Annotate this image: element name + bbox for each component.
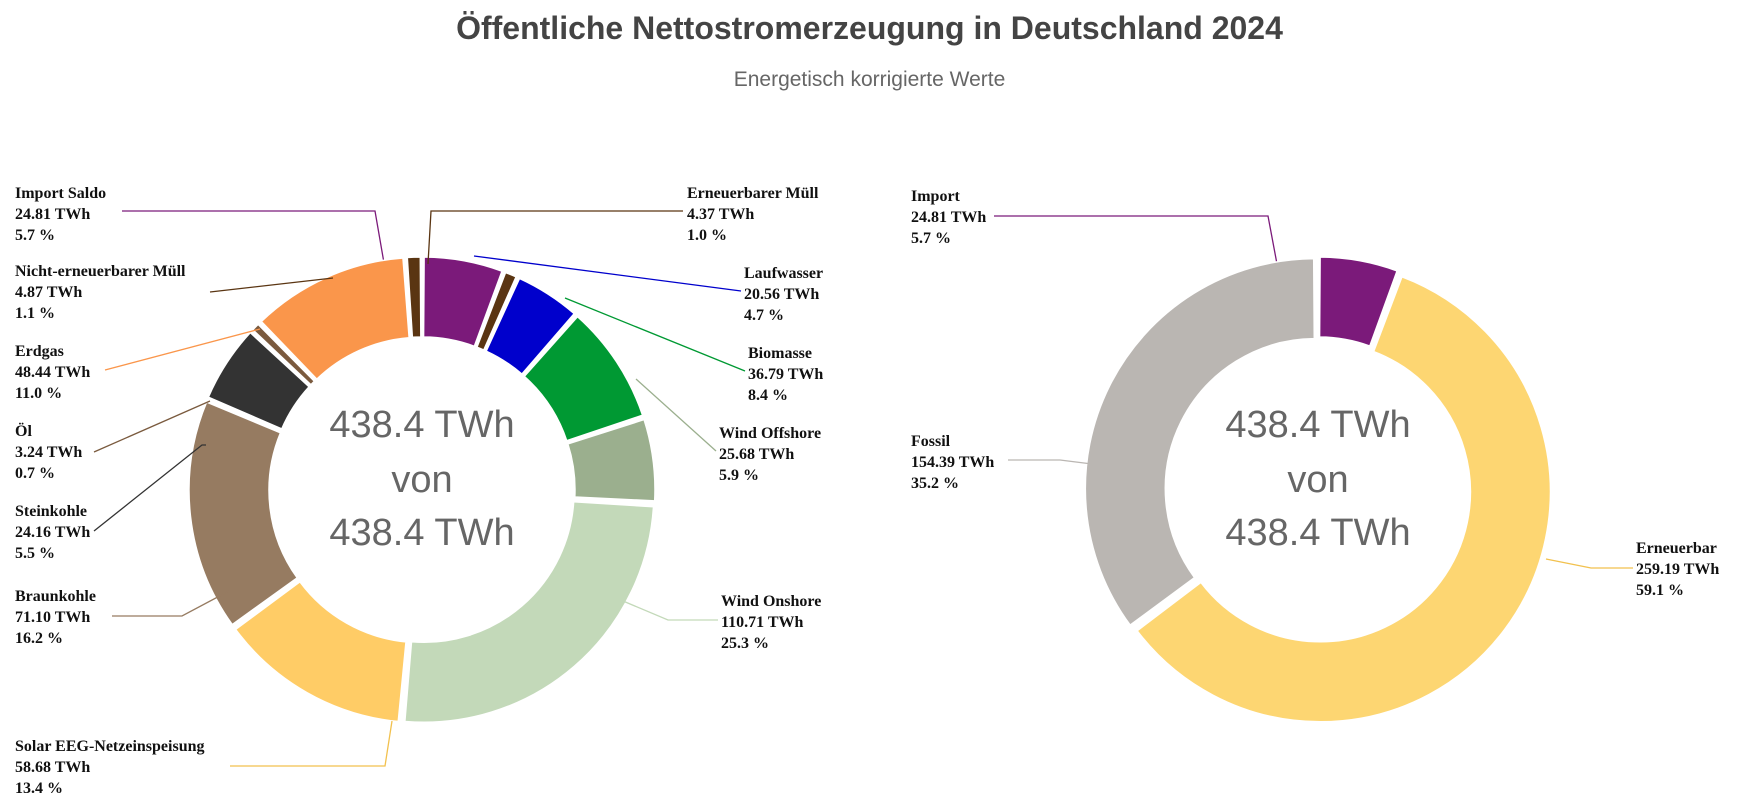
- chart-subtitle: Energetisch korrigierte Werte: [733, 68, 1006, 91]
- leader-line-erneuerbarer-muell: [427, 210, 683, 265]
- label-name-nicht-erneuerbarer-muell: Nicht-erneuerbarer Müll: [15, 263, 186, 280]
- slice-wind-offshore[interactable]: [566, 418, 656, 502]
- leader-line-braunkohle: [112, 590, 230, 617]
- center-text-line-3: 438.4 TWh: [1225, 512, 1410, 554]
- label-percent-braunkohle: 16.2 %: [15, 630, 63, 647]
- label-percent-fossil: 35.2 %: [911, 475, 959, 492]
- donut-chart-detailed: Import Saldo 24.81 TWh 5.7 % Erneuerbarer M…: [15, 185, 823, 797]
- label-value-steinkohle: 24.16 TWh: [15, 524, 90, 541]
- center-text-line-1: 438.4 TWh: [1225, 404, 1410, 446]
- leader-line-wind-offshore: [635, 378, 717, 452]
- donut-chart-summary: Import 24.81 TWh 5.7 % Erneuerbar 259.19 TWh…: [911, 188, 1719, 723]
- leader-line-oel: [93, 400, 211, 453]
- center-text-line-2: von: [391, 459, 452, 501]
- slice-nicht-erneuerbarer-muell[interactable]: [406, 256, 422, 339]
- label-name-import-saldo: Import Saldo: [15, 185, 106, 202]
- leader-line-wind-onshore: [622, 600, 718, 621]
- label-value-fossil: 154.39 TWh: [911, 454, 994, 471]
- leader-line-import: [994, 215, 1278, 265]
- label-percent-wind-onshore: 25.3 %: [721, 635, 769, 652]
- label-value-solar-eeg-netzeinspeisung: 58.68 TWh: [15, 759, 90, 776]
- slice-erneuerbar[interactable]: [1136, 275, 1552, 723]
- label-value-braunkohle: 71.10 TWh: [15, 609, 90, 626]
- slice-laufwasser[interactable]: [485, 277, 576, 376]
- center-text-line-3: 438.4 TWh: [329, 512, 514, 554]
- slice-oel[interactable]: [251, 323, 316, 386]
- label-name-oel: Öl: [15, 422, 32, 440]
- chart-title: Öffentliche Nettostromerzeugung in Deuts…: [456, 10, 1283, 46]
- label-value-erdgas: 48.44 TWh: [15, 364, 90, 381]
- leader-line-import-saldo: [122, 210, 385, 264]
- slice-import[interactable]: [1318, 256, 1399, 348]
- slice-fossil[interactable]: [1084, 257, 1316, 627]
- label-name-erneuerbarer-muell: Erneuerbarer Müll: [687, 185, 819, 202]
- label-percent-import-saldo: 5.7 %: [15, 227, 55, 244]
- label-name-solar-eeg-netzeinspeisung: Solar EEG-Netzeinspeisung: [15, 738, 205, 755]
- label-percent-solar-eeg-netzeinspeisung: 13.4 %: [15, 780, 63, 797]
- label-value-biomasse: 36.79 TWh: [748, 366, 823, 383]
- label-value-erneuerbarer-muell: 4.37 TWh: [687, 206, 754, 223]
- label-name-laufwasser: Laufwasser: [744, 265, 823, 282]
- label-value-oel: 3.24 TWh: [15, 444, 82, 461]
- leader-line-erdgas: [104, 328, 261, 371]
- label-percent-import: 5.7 %: [911, 230, 951, 247]
- label-name-erneuerbar: Erneuerbar: [1636, 540, 1717, 557]
- slice-braunkohle[interactable]: [188, 401, 299, 626]
- label-value-erneuerbar: 259.19 TWh: [1636, 561, 1719, 578]
- leader-line-biomasse: [564, 297, 746, 372]
- label-percent-nicht-erneuerbarer-muell: 1.1 %: [15, 305, 55, 322]
- label-percent-laufwasser: 4.7 %: [744, 307, 784, 324]
- label-value-wind-onshore: 110.71 TWh: [721, 614, 804, 631]
- label-percent-wind-offshore: 5.9 %: [719, 467, 759, 484]
- center-text-line-2: von: [1287, 459, 1348, 501]
- label-percent-biomasse: 8.4 %: [748, 387, 788, 404]
- slice-biomasse[interactable]: [523, 315, 644, 442]
- label-name-wind-offshore: Wind Offshore: [719, 425, 821, 442]
- label-name-import: Import: [911, 188, 961, 205]
- slice-steinkohle[interactable]: [207, 331, 311, 430]
- slice-solar-eeg-netzeinspeisung[interactable]: [234, 580, 407, 723]
- label-value-nicht-erneuerbarer-muell: 4.87 TWh: [15, 284, 82, 301]
- label-name-erdgas: Erdgas: [15, 343, 64, 360]
- leader-line-nicht-erneuerbarer-muell: [209, 277, 334, 293]
- label-name-steinkohle: Steinkohle: [15, 503, 87, 520]
- slice-erdgas[interactable]: [260, 257, 410, 381]
- label-name-wind-onshore: Wind Onshore: [721, 593, 821, 610]
- slice-wind-onshore[interactable]: [404, 500, 655, 723]
- leader-line-solar-eeg-netzeinspeisung: [230, 720, 393, 767]
- leader-line-erneuerbar: [1545, 558, 1633, 569]
- label-value-laufwasser: 20.56 TWh: [744, 286, 819, 303]
- leader-line-fossil: [1008, 459, 1101, 466]
- leader-line-laufwasser: [473, 255, 742, 292]
- slice-erneuerbarer-muell[interactable]: [475, 271, 518, 352]
- label-percent-erdgas: 11.0 %: [15, 385, 62, 402]
- center-text-line-1: 438.4 TWh: [329, 404, 514, 446]
- label-value-import-saldo: 24.81 TWh: [15, 206, 90, 223]
- slice-import-saldo[interactable]: [422, 256, 503, 348]
- label-value-import: 24.81 TWh: [911, 209, 986, 226]
- label-percent-oel: 0.7 %: [15, 465, 55, 482]
- label-percent-erneuerbar: 59.1 %: [1636, 582, 1684, 599]
- label-name-braunkohle: Braunkohle: [15, 588, 96, 605]
- leader-line-steinkohle: [93, 444, 206, 532]
- label-name-biomasse: Biomasse: [748, 345, 812, 362]
- label-percent-steinkohle: 5.5 %: [15, 545, 55, 562]
- label-name-fossil: Fossil: [911, 433, 951, 450]
- label-percent-erneuerbarer-muell: 1.0 %: [687, 227, 727, 244]
- label-value-wind-offshore: 25.68 TWh: [719, 446, 794, 463]
